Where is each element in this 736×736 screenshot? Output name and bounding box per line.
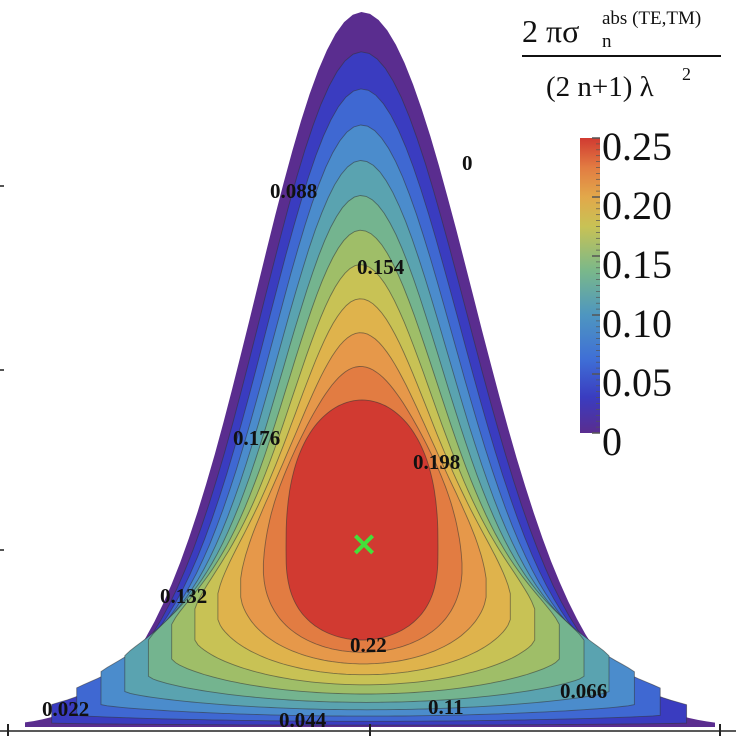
contour-label: 0.132 xyxy=(160,584,207,608)
colorbar-title-denominator: (2 n+1) λ xyxy=(546,71,654,103)
contour-band-max xyxy=(285,399,439,641)
colorbar-tick-label: 0.25 xyxy=(602,124,672,169)
contour-label: 0.198 xyxy=(413,450,460,474)
contour-label: 0.11 xyxy=(428,695,464,719)
max-marker-x: × xyxy=(350,524,379,564)
axes xyxy=(0,185,736,736)
colorbar-tick-label: 0.10 xyxy=(602,301,672,346)
colorbar-tick-label: 0 xyxy=(602,419,622,464)
colorbar-title-subscript: n xyxy=(602,31,612,52)
colorbar-title-superscript: abs (TE,TM) xyxy=(602,8,701,29)
contour-label: 0.22 xyxy=(350,633,387,657)
colorbar: 0.25 0.20 0.15 0.10 0.05 0 xyxy=(580,124,672,464)
contour-label: 0.066 xyxy=(560,679,607,703)
contour-label: 0.088 xyxy=(270,179,317,203)
contour-bands xyxy=(25,12,715,727)
colorbar-title-numerator: 2 πσ xyxy=(522,13,579,49)
colorbar-title-den-superscript: 2 xyxy=(682,64,691,84)
maximum-marker: × xyxy=(350,524,379,564)
colorbar-title: 2 πσ abs (TE,TM) n (2 n+1) λ 2 xyxy=(522,8,721,103)
contour-label: 0 xyxy=(462,151,473,175)
colorbar-tick-label: 0.15 xyxy=(602,242,672,287)
contour-label: 0.154 xyxy=(357,255,405,279)
contour-labels: 0 0.022 0.044 0.066 0.088 0.11 0.132 0.1… xyxy=(42,151,607,732)
contour-label: 0.176 xyxy=(233,426,280,450)
colorbar-tick-label: 0.20 xyxy=(602,183,672,228)
colorbar-gradient xyxy=(580,138,600,433)
contour-label: 0.022 xyxy=(42,697,89,721)
colorbar-tick-label: 0.05 xyxy=(602,360,672,405)
contour-label: 0.044 xyxy=(279,708,327,732)
